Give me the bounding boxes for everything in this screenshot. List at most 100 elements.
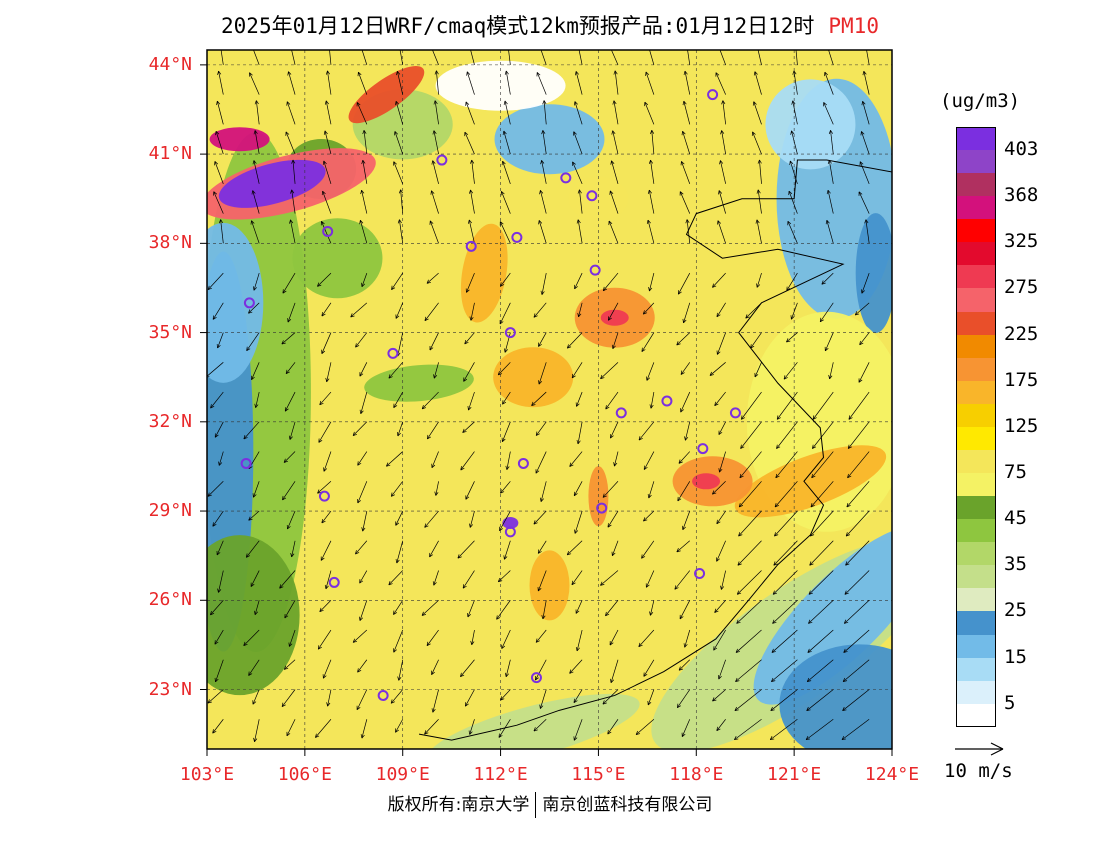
- wind-arrow: [650, 130, 655, 155]
- wind-arrow: [291, 159, 296, 184]
- wind-arrow: [771, 629, 798, 653]
- wind-arrow: [734, 689, 762, 712]
- wind-arrow: [499, 510, 511, 532]
- legend-label: 125: [1004, 414, 1039, 437]
- wind-arrow: [825, 219, 834, 244]
- wind-arrow: [463, 362, 475, 382]
- legend-label: 403: [1004, 138, 1039, 161]
- wind-arrow: [786, 332, 798, 343]
- wind-arrow: [842, 659, 870, 682]
- wind-arrow: [251, 190, 260, 214]
- north-china-red: [600, 309, 629, 326]
- wind-arrow: [497, 362, 511, 376]
- wind-arrow: [712, 689, 726, 702]
- wind-arrow: [716, 302, 726, 318]
- legend-color-box: [956, 588, 996, 612]
- wind-arrow: [712, 272, 726, 288]
- wind-arrow: [827, 159, 834, 184]
- title-main: 2025年01月12日WRF/cmaq模式12km预报产品:01月12日12时: [221, 14, 815, 38]
- legend-color-box: [956, 334, 996, 359]
- dust-plume-purple: [218, 159, 326, 208]
- wind-arrow: [752, 101, 762, 125]
- wind-arrow: [611, 540, 619, 556]
- wind-arrow: [573, 719, 583, 741]
- wind-arrow: [783, 362, 798, 380]
- wind-arrow: [574, 510, 583, 534]
- wind-arrow: [649, 392, 655, 409]
- legend-color-box: [956, 565, 996, 589]
- wind-arrow: [496, 600, 511, 620]
- wind-arrow: [213, 191, 224, 214]
- wind-arrow: [861, 272, 870, 294]
- wind-arrow: [823, 102, 834, 125]
- wind-arrow: [602, 689, 619, 705]
- wind-arrows: [207, 50, 870, 742]
- wind-arrow: [776, 391, 798, 420]
- wind-arrow: [359, 600, 368, 621]
- wind-arrow: [828, 130, 834, 155]
- wind-arrow: [641, 332, 655, 352]
- city-station-marker: [511, 231, 523, 243]
- wind-arrow: [607, 719, 619, 735]
- wind-scale-label: 10 m/s: [944, 760, 1013, 782]
- wind-arrow: [602, 481, 619, 498]
- wind-arrow: [248, 510, 260, 521]
- wind-arrow: [808, 600, 834, 624]
- wind-arrow: [533, 510, 547, 525]
- wind-arrow: [500, 191, 511, 214]
- wind-arrow: [680, 391, 691, 413]
- wind-arrow: [210, 600, 224, 616]
- wind-arrow: [329, 50, 332, 65]
- title-pollutant: PM10: [828, 14, 879, 38]
- wind-arrow: [602, 272, 619, 292]
- wind-arrow: [809, 510, 834, 537]
- wind-arrow: [540, 273, 547, 295]
- wind-arrow: [572, 131, 583, 155]
- wind-arrow: [361, 50, 368, 65]
- wind-arrow: [500, 481, 511, 494]
- wind-arrow: [574, 71, 583, 95]
- city-station-marker: [586, 190, 598, 202]
- wind-arrow: [848, 391, 870, 420]
- wind-arrow: [682, 302, 691, 324]
- wind-arrow: [355, 332, 368, 348]
- wind-arrow: [285, 131, 296, 155]
- wind-arrow: [252, 689, 260, 705]
- wind-arrow: [643, 451, 655, 470]
- wind-arrow: [284, 600, 296, 619]
- wind-arrow: [860, 131, 870, 155]
- wind-arrow: [535, 629, 547, 643]
- wind-arrow: [613, 70, 619, 95]
- wind-arrow: [540, 160, 547, 184]
- wind-arrow: [282, 272, 296, 294]
- wind-arrow: [648, 272, 655, 292]
- wind-arrow: [319, 391, 332, 406]
- wind-arrow: [537, 540, 547, 554]
- legend-color-box: [956, 611, 996, 636]
- wind-arrow: [681, 719, 691, 737]
- city-station-marker: [504, 526, 516, 538]
- wind-arrow: [357, 659, 368, 673]
- wind-arrow: [350, 302, 368, 318]
- wind-arrow: [218, 451, 224, 466]
- wind-arrow: [786, 272, 798, 291]
- wind-arrow: [391, 272, 404, 290]
- wind-arrow: [246, 332, 260, 351]
- wind-arrow: [575, 600, 583, 614]
- wind-arrow: [862, 71, 870, 95]
- wind-arrow: [210, 391, 224, 409]
- map-field: [207, 50, 892, 749]
- wind-arrow: [683, 629, 691, 648]
- wind-arrow: [393, 629, 404, 653]
- legend-label: 325: [1004, 230, 1039, 253]
- wind-arrow: [361, 510, 368, 532]
- wind-arrow: [716, 332, 726, 355]
- wind-arrow: [286, 101, 296, 125]
- wind-arrow: [845, 540, 870, 566]
- lon-label: 118°E: [669, 764, 724, 785]
- wind-arrow: [393, 161, 404, 184]
- city-station-marker: [328, 576, 340, 588]
- wind-arrow: [750, 332, 762, 349]
- wind-arrow: [356, 689, 368, 711]
